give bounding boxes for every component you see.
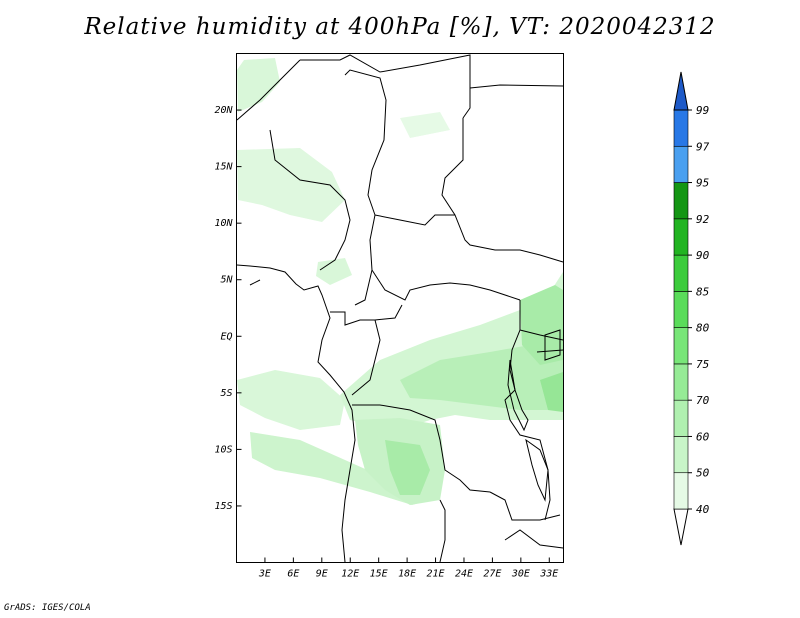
humidity-patch xyxy=(400,112,450,138)
colorbar-label: 70 xyxy=(696,394,710,407)
map-title: Relative humidity at 400hPa [%], VT: 202… xyxy=(84,14,716,40)
lon-tick-label: 12E xyxy=(341,569,359,580)
colorbar-segment xyxy=(673,109,689,147)
humidity-patch xyxy=(237,58,280,112)
lat-tick-label: EQ xyxy=(220,331,232,342)
humidity-field xyxy=(237,58,563,505)
colorbar-segment xyxy=(673,71,689,111)
lon-tick-label: 21E xyxy=(427,569,445,580)
lon-tick-label: 18E xyxy=(398,569,416,580)
lon-tick-label: 15E xyxy=(370,569,388,580)
humidity-patch xyxy=(400,345,563,410)
map-frame xyxy=(236,53,564,563)
humidity-patch xyxy=(237,148,345,222)
colorbar-label: 85 xyxy=(696,285,709,298)
colorbar-segment xyxy=(673,508,689,546)
colorbar-label: 92 xyxy=(696,213,710,226)
lat-axis: 20N 15N 10N 5N EQ 5S 10S 15S xyxy=(214,105,242,512)
colorbar-segment xyxy=(673,436,689,474)
lat-tick-label: 5S xyxy=(220,388,232,399)
colorbar-segment xyxy=(673,472,689,510)
lon-tick-label: 3E xyxy=(258,569,271,580)
humidity-patch xyxy=(385,440,430,495)
colorbar-segment xyxy=(673,145,689,183)
colorbar-segment xyxy=(673,399,689,437)
colorbar-label: 40 xyxy=(696,503,710,516)
lon-tick-label: 9E xyxy=(316,569,328,580)
colorbar-label: 95 xyxy=(696,177,709,190)
lon-tick-label: 33E xyxy=(539,569,558,580)
colorbar-segment xyxy=(673,218,689,256)
colorbar-label: 80 xyxy=(696,322,710,335)
humidity-patch xyxy=(316,258,352,285)
colorbar-label: 99 xyxy=(696,104,709,117)
lat-tick-label: 5N xyxy=(220,275,233,286)
lon-tick-label: 27E xyxy=(483,569,501,580)
colorbar-segment xyxy=(673,182,689,220)
colorbar-label: 50 xyxy=(696,467,710,480)
lat-tick-label: 15N xyxy=(214,162,233,173)
colorbar: 40 50 60 70 75 80 85 90 92 95 97 99 xyxy=(673,71,710,546)
colorbar-segment xyxy=(673,291,689,328)
lon-tick-label: 30E xyxy=(511,569,530,580)
lat-tick-label: 20N xyxy=(214,105,233,116)
lon-tick-label: 6E xyxy=(287,569,299,580)
lat-tick-label: 10S xyxy=(214,444,232,455)
colorbar-label: 60 xyxy=(696,430,710,443)
lon-tick-label: 24E xyxy=(455,569,473,580)
country-borders xyxy=(236,54,564,563)
lat-tick-label: 15S xyxy=(214,501,232,512)
colorbar-label: 97 xyxy=(696,140,710,153)
lakes xyxy=(507,329,561,502)
lon-axis: 3E 6E 9E 12E 15E 18E 21E 24E 27E 30E 33E xyxy=(258,557,558,580)
colorbar-segment xyxy=(673,363,689,401)
colorbar-label: 90 xyxy=(696,249,710,262)
colorbar-segment xyxy=(673,254,689,292)
footer-credit: GrADS: IGES/COLA xyxy=(4,603,91,613)
lat-tick-label: 10N xyxy=(214,218,233,229)
humidity-patch xyxy=(520,285,563,365)
humidity-patch xyxy=(540,372,563,412)
colorbar-label: 75 xyxy=(696,358,709,371)
colorbar-segment xyxy=(673,327,689,365)
humidity-patch xyxy=(237,370,345,430)
